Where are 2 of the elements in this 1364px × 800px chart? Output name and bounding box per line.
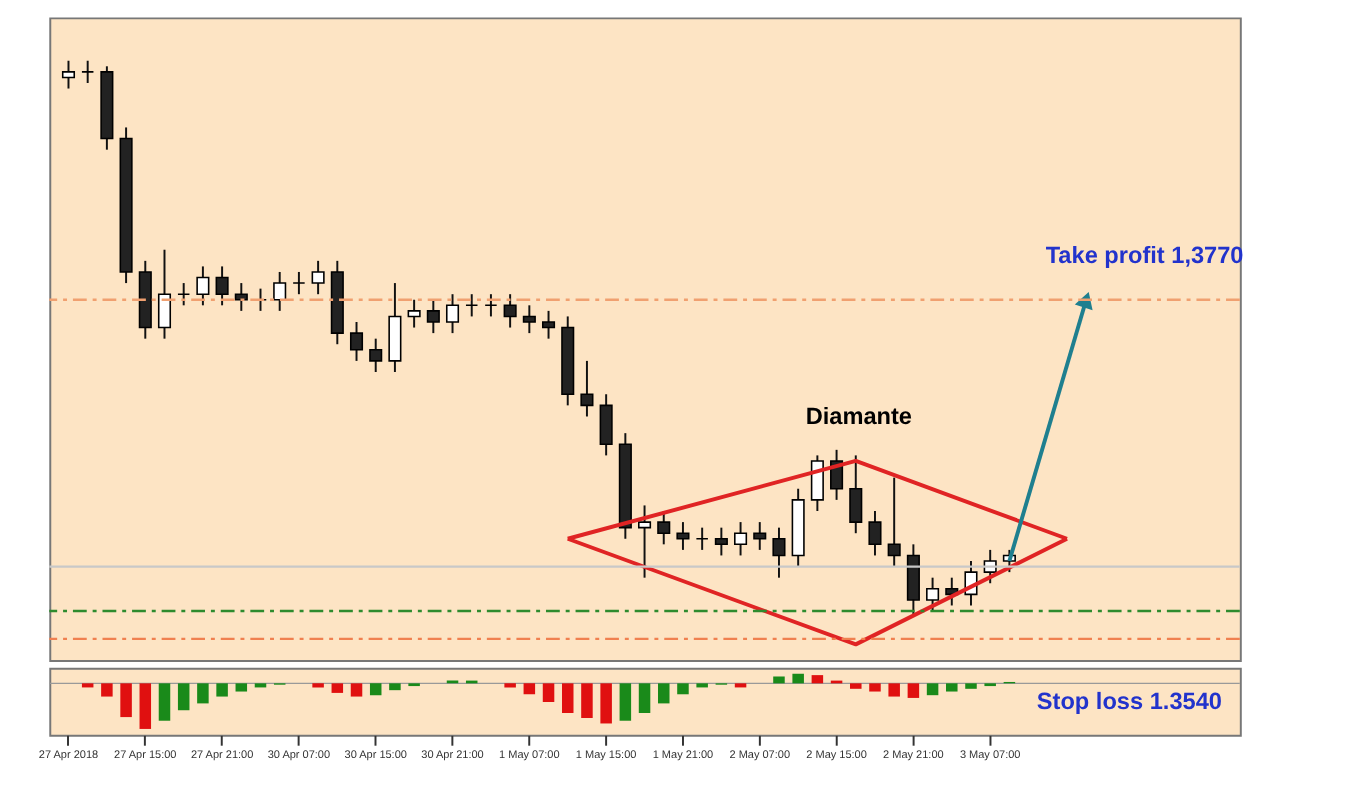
annotation: Diamante	[805, 401, 913, 430]
annotation: Stop loss 1.3540	[1036, 687, 1223, 716]
